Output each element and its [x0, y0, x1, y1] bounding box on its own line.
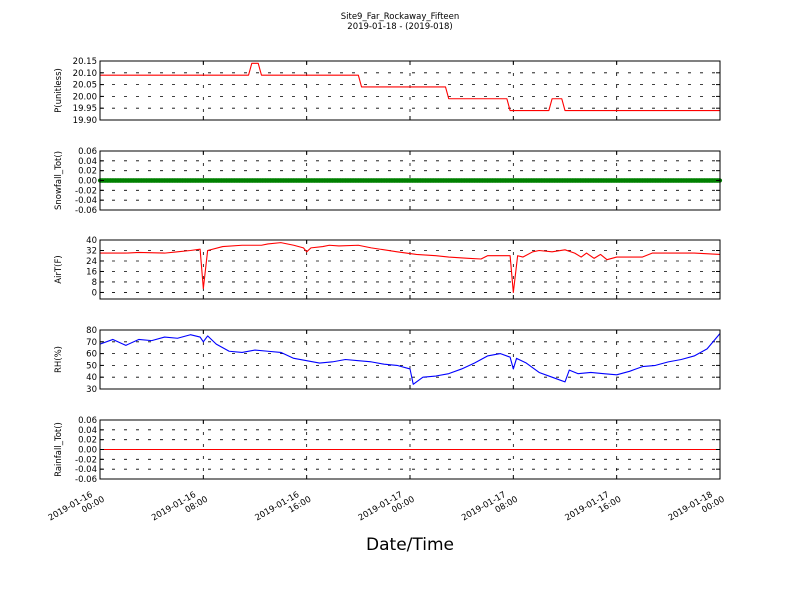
x-tick-label: 2019-01-1600:00 — [47, 486, 107, 532]
y-tick-label: 0.00 — [78, 177, 97, 187]
y-tick-label: 30 — [86, 385, 97, 395]
x-tick-label: 2019-01-1608:00 — [150, 486, 210, 532]
y-tick-label: 0.06 — [78, 416, 97, 426]
y-axis-label: Rainfall_Tot() — [54, 422, 64, 477]
y-tick-label: 0.04 — [78, 157, 97, 167]
y-tick-label: -0.02 — [75, 186, 97, 196]
series-line-1 — [100, 62, 720, 112]
y-tick-label: 0.02 — [78, 167, 97, 177]
y-tick-label: 20.15 — [73, 57, 97, 67]
x-tick-label: 2019-01-1716:00 — [563, 486, 623, 532]
y-tick-label: 0.00 — [78, 446, 97, 456]
y-tick-label: 0.04 — [78, 426, 97, 436]
y-tick-label: 80 — [86, 326, 97, 336]
y-axis-label: AirT(F) — [54, 255, 64, 283]
x-tick-label: 2019-01-1708:00 — [460, 486, 520, 532]
y-tick-label: 20.10 — [73, 69, 97, 79]
chart-panel-2: -0.06-0.04-0.020.000.020.040.06 Snowfall_… — [54, 147, 723, 216]
y-tick-label: -0.06 — [75, 475, 97, 485]
y-axis-label: P(unitless) — [54, 68, 64, 113]
y-axis-label: Snowfall_Tot() — [54, 151, 64, 210]
x-axis-label: Date/Time — [366, 535, 454, 555]
y-tick-label: 19.90 — [73, 116, 97, 126]
y-tick-label: 40 — [86, 373, 97, 383]
y-tick-label: 50 — [86, 361, 97, 371]
y-tick-label: -0.04 — [75, 465, 97, 475]
y-tick-label: 24 — [86, 257, 97, 267]
y-tick-label: 19.95 — [73, 104, 97, 114]
x-tick-label: 2019-01-1616:00 — [253, 486, 313, 532]
y-axis-label: RH(%) — [54, 346, 64, 373]
y-tick-label: 0.06 — [78, 147, 97, 157]
y-tick-label: -0.06 — [75, 206, 97, 216]
y-tick-label: 0 — [92, 288, 97, 298]
y-tick-label: -0.02 — [75, 455, 97, 465]
figure-subtitle: 2019-01-18 - (2019-018) — [347, 22, 452, 32]
y-tick-label: 40 — [86, 236, 97, 246]
x-tick-label: 2019-01-1800:00 — [667, 486, 727, 532]
x-tick-label: 2019-01-1700:00 — [357, 486, 417, 532]
figure-title: Site9_Far_Rockaway_Fifteen — [341, 12, 460, 22]
y-tick-label: 8 — [92, 278, 97, 288]
series-line-1 — [100, 242, 721, 293]
series-line-1 — [99, 333, 721, 385]
y-tick-label: -0.04 — [75, 196, 97, 206]
y-tick-label: 16 — [86, 267, 97, 277]
y-tick-label: 20.00 — [73, 92, 97, 102]
y-tick-label: 60 — [86, 350, 97, 360]
y-tick-label: 32 — [86, 246, 97, 256]
y-tick-label: 0.02 — [78, 436, 97, 446]
y-tick-label: 70 — [86, 338, 97, 348]
chart-panel-5: -0.06-0.04-0.020.000.020.040.06 Rainfall_… — [54, 416, 721, 485]
y-tick-label: 20.05 — [73, 81, 97, 91]
